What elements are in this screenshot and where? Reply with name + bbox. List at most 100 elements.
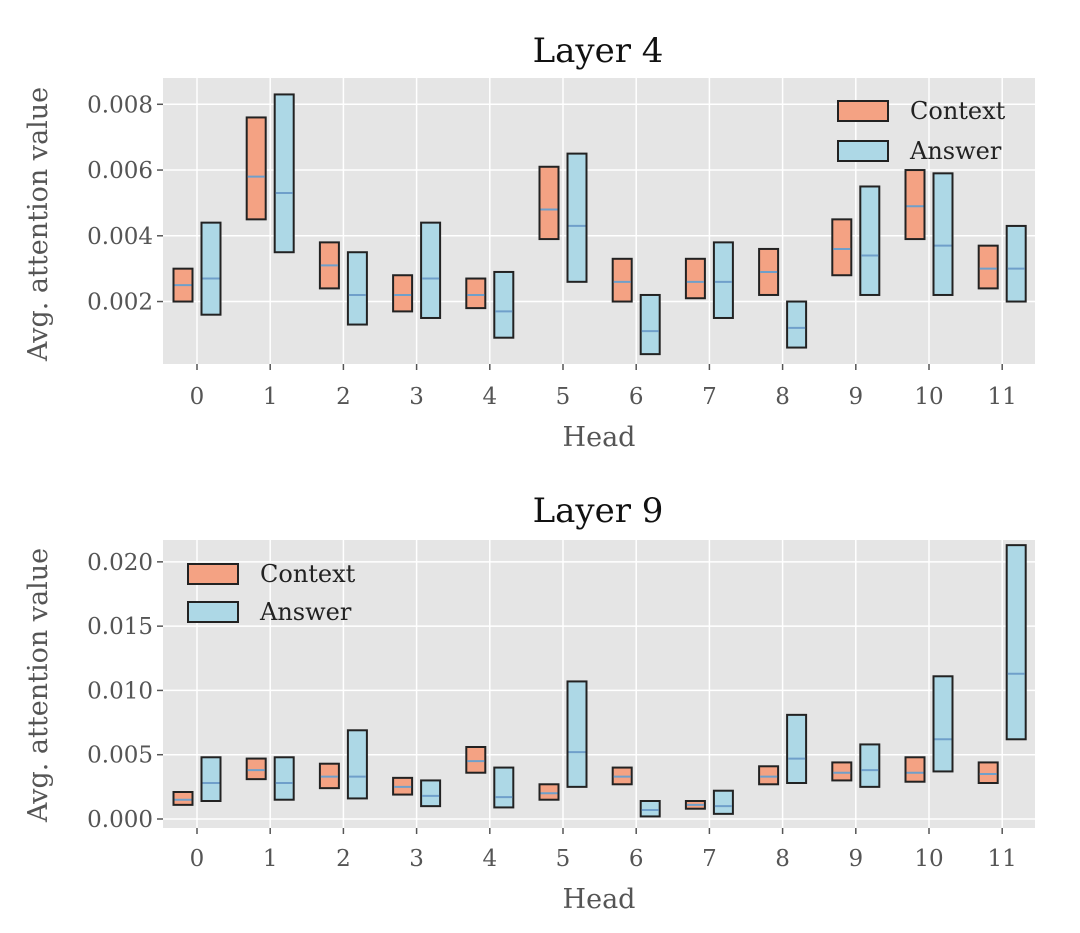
layer9-answer-box-head-7 bbox=[712, 789, 734, 815]
layer4-context-box-head-9 bbox=[831, 218, 853, 277]
layer4-context-box-head-4 bbox=[465, 277, 487, 310]
layer9-context-box-head-10 bbox=[904, 756, 926, 783]
layer4-context-box-head-10 bbox=[904, 169, 926, 241]
layer4-answer-box-head-10 bbox=[932, 172, 954, 296]
layer9-context-box-head-8 bbox=[758, 765, 780, 786]
layer9-x-tick-label: 10 bbox=[914, 846, 943, 872]
layer9-x-ticks: 0 1 2 3 4 5 6 7 8 9 10 11 bbox=[190, 828, 1017, 872]
layer9-y-tick-label: 0.005 bbox=[87, 743, 153, 769]
layer4-context-box-head-6 bbox=[611, 257, 633, 303]
layer4-y-tick-label: 0.002 bbox=[87, 290, 153, 316]
layer9-legend-context-swatch bbox=[187, 563, 239, 585]
layer9-y-tick-label: 0.015 bbox=[87, 614, 153, 640]
layer4-x-tick-label: 6 bbox=[629, 384, 644, 410]
layer9-context-box-head-5 bbox=[538, 783, 560, 801]
layer4-answer-box-head-1 bbox=[273, 93, 295, 254]
layer4-context-box-head-1 bbox=[245, 116, 267, 221]
layer4-context-box-head-11 bbox=[977, 244, 999, 290]
layer9-answer-box-head-4 bbox=[493, 766, 515, 809]
layer4-x-tick-label: 3 bbox=[409, 384, 424, 410]
layer4-x-tick-label: 0 bbox=[190, 384, 205, 410]
layer4-answer-box-head-6 bbox=[639, 293, 661, 356]
layer4-context-box-head-3 bbox=[392, 274, 414, 313]
layer9-panel: Layer 9 0.000 0.005 0.010 0.015 0.020 0 1 2 3 4 5… bbox=[23, 491, 1035, 915]
layer4-answer-box-head-0 bbox=[200, 221, 222, 316]
layer4-context-box-head-5 bbox=[538, 165, 560, 241]
layer9-y-tick-label: 0.020 bbox=[87, 550, 153, 576]
layer4-plot-area bbox=[163, 78, 1035, 364]
layer9-context-box-head-4 bbox=[465, 746, 487, 774]
layer9-answer-box-head-9 bbox=[859, 743, 881, 788]
layer4-answer-box-head-4 bbox=[493, 270, 515, 339]
layer9-legend-answer-swatch bbox=[187, 601, 239, 623]
layer9-y-axis-label: Avg. attention value bbox=[23, 548, 54, 823]
layer9-x-tick-label: 4 bbox=[482, 846, 497, 872]
layer9-x-tick-label: 11 bbox=[988, 846, 1017, 872]
layer4-x-tick-label: 7 bbox=[702, 384, 717, 410]
layer9-legend-answer-label: Answer bbox=[259, 598, 352, 626]
layer9-context-box-head-9 bbox=[831, 761, 853, 782]
layer9-legend-context-label: Context bbox=[260, 560, 356, 588]
layer9-title: Layer 9 bbox=[533, 491, 664, 531]
layer9-y-tick-label: 0.000 bbox=[87, 807, 153, 833]
layer4-answer-box-head-5 bbox=[566, 152, 588, 283]
layer9-x-tick-label: 2 bbox=[336, 846, 351, 872]
layer4-boxes bbox=[172, 93, 1027, 356]
layer4-x-tick-label: 8 bbox=[775, 384, 790, 410]
layer4-x-tick-label: 1 bbox=[263, 384, 278, 410]
layer4-answer-box-head-2 bbox=[346, 251, 368, 326]
layer4-legend-answer-swatch bbox=[837, 140, 889, 162]
layer9-y-ticks: 0.000 0.005 0.010 0.015 0.020 bbox=[87, 550, 163, 833]
layer9-answer-box-head-0 bbox=[200, 756, 222, 802]
layer9-answer-box-head-8 bbox=[786, 713, 808, 784]
layer4-y-ticks: 0.002 0.004 0.006 0.008 bbox=[87, 92, 163, 316]
layer9-answer-box-head-2 bbox=[346, 729, 368, 800]
layer4-y-axis-label: Avg. attention value bbox=[23, 87, 54, 362]
layer9-boxes bbox=[172, 544, 1027, 818]
layer4-legend-context-label: Context bbox=[910, 97, 1006, 125]
layer9-x-tick-label: 9 bbox=[848, 846, 863, 872]
layer4-x-tick-label: 2 bbox=[336, 384, 351, 410]
layer4-answer-box-head-3 bbox=[420, 221, 442, 319]
layer4-x-ticks: 0 1 2 3 4 5 6 7 8 9 10 11 bbox=[190, 364, 1017, 410]
layer9-plot-area bbox=[163, 540, 1035, 828]
layer9-x-tick-label: 5 bbox=[556, 846, 571, 872]
layer9-x-tick-label: 6 bbox=[629, 846, 644, 872]
layer9-answer-box-head-3 bbox=[420, 779, 442, 808]
layer4-x-axis-label: Head bbox=[563, 422, 636, 453]
layer9-x-tick-label: 8 bbox=[775, 846, 790, 872]
layer4-x-tick-label: 4 bbox=[482, 384, 497, 410]
layer9-answer-box-head-1 bbox=[273, 756, 295, 801]
layer9-answer-box-head-11 bbox=[1005, 544, 1027, 741]
layer9-x-axis-label: Head bbox=[563, 884, 636, 915]
layer4-x-tick-label: 5 bbox=[556, 384, 571, 410]
layer4-y-tick-label: 0.008 bbox=[87, 92, 153, 118]
layer9-grid bbox=[163, 540, 1035, 828]
layer9-answer-box-head-6 bbox=[639, 800, 661, 818]
layer9-context-box-head-1 bbox=[245, 757, 267, 781]
layer9-x-tick-label: 7 bbox=[702, 846, 717, 872]
layer4-answer-box-head-7 bbox=[712, 241, 734, 319]
layer4-legend-answer-label: Answer bbox=[909, 137, 1002, 165]
layer9-x-tick-label: 0 bbox=[190, 846, 205, 872]
layer9-y-tick-label: 0.010 bbox=[87, 678, 153, 704]
layer4-context-box-head-7 bbox=[684, 257, 706, 300]
layer4-answer-box-head-8 bbox=[786, 300, 808, 349]
layer9-answer-box-head-10 bbox=[932, 675, 954, 773]
layer9-context-box-head-0 bbox=[172, 791, 194, 806]
layer9-answer-box-head-5 bbox=[566, 680, 588, 788]
layer4-x-tick-label: 10 bbox=[914, 384, 943, 410]
layer9-x-tick-label: 3 bbox=[409, 846, 424, 872]
layer4-answer-box-head-9 bbox=[859, 185, 881, 296]
layer4-y-tick-label: 0.006 bbox=[87, 158, 153, 184]
layer9-context-box-head-11 bbox=[977, 761, 999, 785]
layer4-y-tick-label: 0.004 bbox=[87, 224, 153, 250]
layer4-panel: Layer 4 0.002 0.004 0.006 0.008 0 1 2 3 4 5 6 7 8 9 1… bbox=[23, 31, 1035, 453]
layer4-grid bbox=[163, 78, 1035, 364]
layer4-legend-context-swatch bbox=[837, 100, 889, 122]
layer4-x-tick-label: 9 bbox=[848, 384, 863, 410]
layer4-title: Layer 4 bbox=[533, 31, 664, 71]
layer4-x-tick-label: 11 bbox=[988, 384, 1017, 410]
layer4-answer-box-head-11 bbox=[1005, 224, 1027, 303]
